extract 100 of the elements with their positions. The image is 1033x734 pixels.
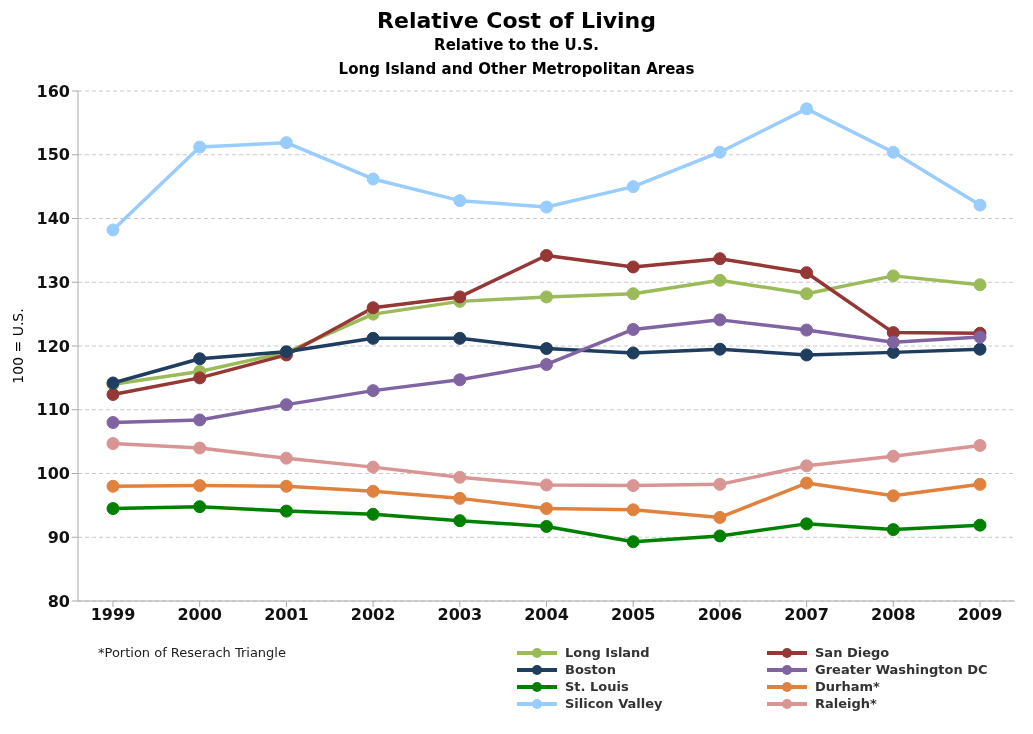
y-tick-label: 120 — [36, 336, 70, 356]
point — [540, 200, 553, 214]
x-tick-label: 2002 — [350, 605, 396, 625]
point — [713, 510, 727, 524]
point — [800, 323, 814, 337]
point — [106, 223, 120, 237]
point — [626, 503, 640, 517]
point — [453, 331, 467, 345]
point — [366, 331, 380, 345]
point — [973, 278, 987, 292]
point — [626, 479, 640, 493]
x-tick-label: 2001 — [264, 605, 309, 625]
point — [366, 507, 380, 521]
x-tick-label: 2000 — [177, 605, 222, 625]
point — [713, 252, 727, 266]
point — [193, 371, 207, 385]
point — [713, 273, 727, 287]
point — [973, 198, 987, 212]
point — [713, 313, 727, 327]
point — [193, 479, 207, 493]
point — [800, 517, 814, 531]
point — [193, 140, 207, 154]
point — [800, 476, 814, 490]
x-tick-label: 2003 — [437, 605, 483, 625]
point — [106, 479, 120, 493]
y-tick-label: 150 — [36, 145, 70, 165]
point — [713, 477, 727, 491]
point — [713, 529, 727, 543]
point — [886, 269, 900, 283]
point — [626, 260, 640, 274]
point — [973, 330, 987, 344]
legend-label: San Diego — [815, 645, 890, 660]
point — [713, 342, 727, 356]
point — [973, 342, 987, 356]
point — [540, 248, 553, 262]
point — [626, 535, 640, 549]
point — [540, 502, 553, 516]
point — [886, 145, 900, 159]
point — [540, 342, 553, 356]
point — [106, 416, 120, 429]
x-tick-label: 2006 — [697, 605, 743, 625]
y-tick-label: 80 — [47, 591, 70, 611]
point — [193, 500, 207, 514]
point — [279, 479, 293, 493]
chart-subtitle: Relative to the U.S. Long Island and Other Metropolitan Areas — [337, 35, 696, 80]
point — [453, 470, 467, 484]
legend-label: Boston — [565, 662, 616, 677]
point — [800, 459, 814, 473]
point — [453, 514, 467, 528]
point — [106, 502, 120, 516]
point — [800, 266, 814, 280]
point — [886, 335, 900, 349]
point — [193, 441, 207, 455]
legend-label: Raleigh* — [815, 696, 877, 711]
point — [366, 301, 380, 315]
point — [800, 102, 814, 116]
point — [453, 373, 467, 387]
x-tick-label: 2007 — [784, 605, 829, 625]
legend-label: Greater Washington DC — [815, 662, 988, 677]
point — [800, 348, 814, 362]
point — [540, 519, 553, 533]
y-tick-label: 130 — [36, 272, 70, 292]
point — [193, 352, 207, 366]
point — [106, 437, 120, 451]
point — [366, 384, 380, 398]
y-tick-label: 140 — [36, 209, 70, 229]
point — [540, 357, 553, 371]
y-tick-label: 110 — [36, 400, 70, 420]
x-tick-label: 2005 — [610, 605, 656, 625]
point — [800, 287, 814, 301]
legend-label: Long Island — [565, 645, 650, 660]
point — [279, 398, 293, 412]
point — [886, 449, 900, 463]
point — [453, 194, 467, 208]
legend-label: Silicon Valley — [565, 696, 663, 711]
point — [886, 523, 900, 537]
point — [973, 518, 987, 532]
point — [106, 387, 120, 401]
point — [973, 438, 987, 452]
point — [540, 290, 553, 304]
y-tick-label: 90 — [47, 527, 70, 547]
x-tick-label: 2004 — [524, 605, 569, 625]
legend-label: Durham* — [815, 679, 880, 694]
point — [279, 136, 293, 150]
x-tick-label: 2008 — [871, 605, 916, 625]
point — [626, 346, 640, 360]
point — [279, 504, 293, 518]
y-tick-label: 100 — [36, 464, 70, 484]
point — [453, 491, 467, 505]
point — [973, 477, 987, 491]
point — [453, 290, 467, 304]
x-tick-label: 2009 — [957, 605, 1003, 625]
chart-title: Relative Cost of Living — [376, 8, 657, 33]
point — [366, 172, 380, 186]
point — [193, 413, 207, 427]
point — [540, 478, 553, 492]
text: *Portion of Reserach Triangle — [98, 645, 286, 660]
point — [626, 180, 640, 194]
legend-label: St. Louis — [565, 679, 629, 694]
point — [886, 489, 900, 503]
